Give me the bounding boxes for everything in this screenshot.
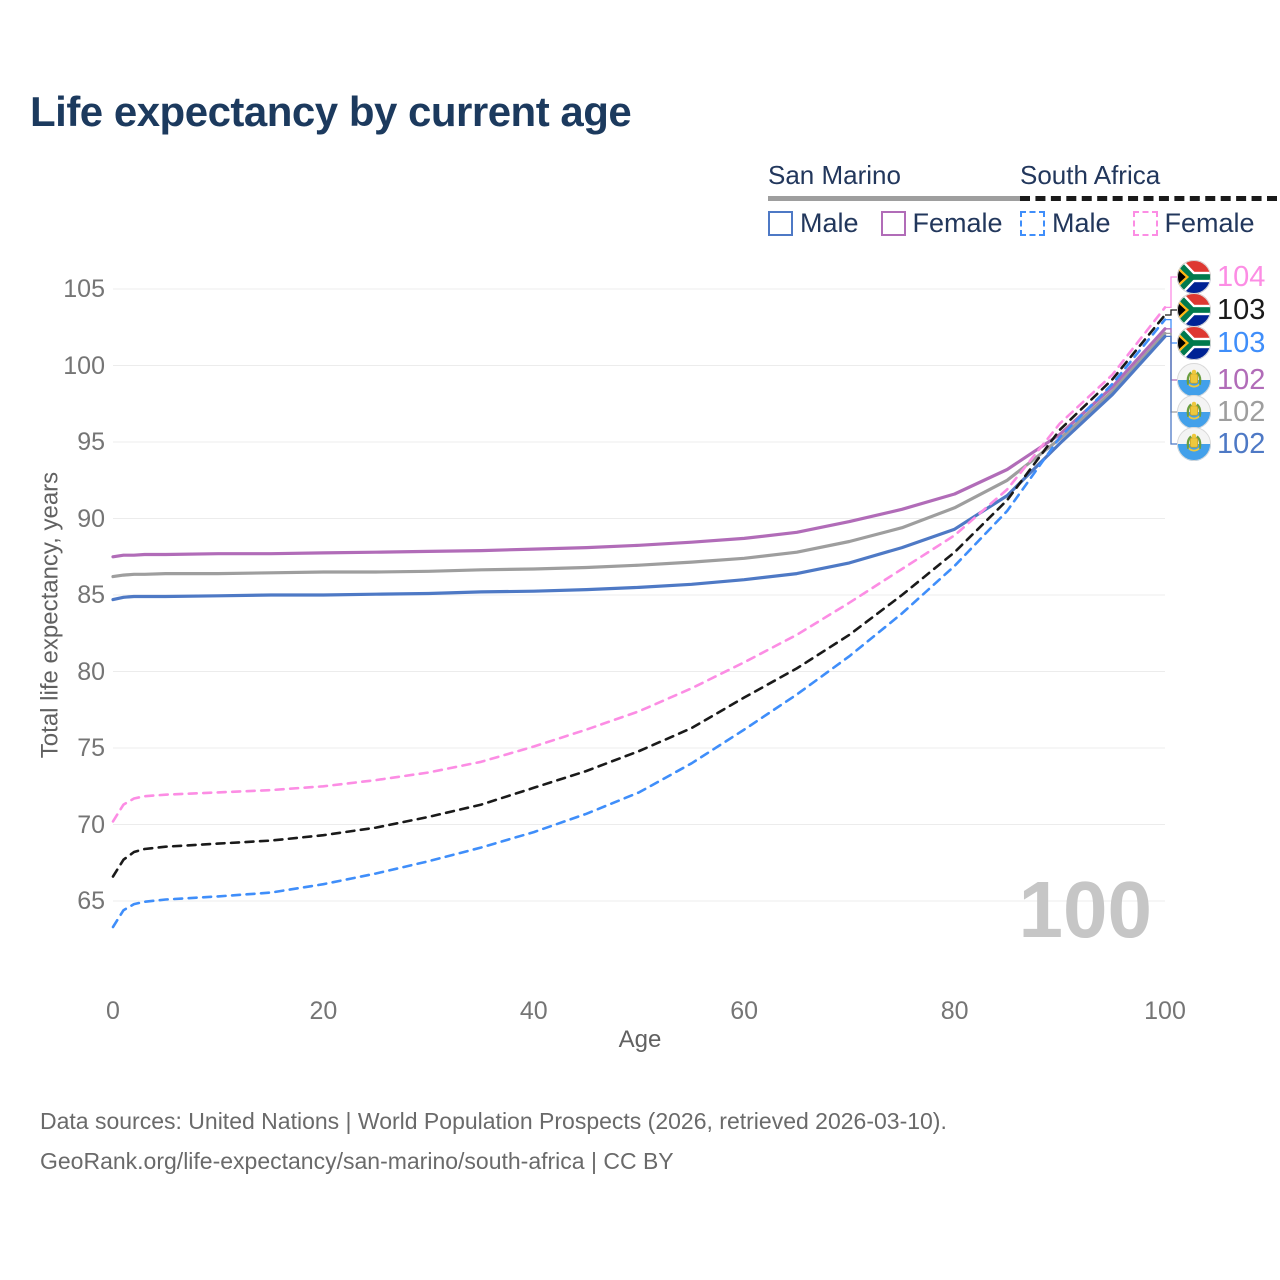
south-africa-flag-icon xyxy=(1177,293,1211,327)
x-axis-title: Age xyxy=(618,1026,662,1053)
san-marino-flag-icon xyxy=(1177,395,1211,429)
end-label-value-south-africa-male: 103 xyxy=(1217,326,1266,359)
y-tick-label-85: 85 xyxy=(77,581,105,609)
legend-group-san-marino: San Marino Male Female xyxy=(768,160,1025,239)
legend-header-san-marino[interactable]: San Marino xyxy=(768,160,901,190)
end-label-row-san-marino-male: 102 xyxy=(1177,427,1265,461)
leader-line-san-marino-male xyxy=(1165,335,1177,445)
x-tick-label-0: 0 xyxy=(106,997,120,1025)
y-tick-label-105: 105 xyxy=(63,275,105,303)
legend-swatch-san-marino-male[interactable] xyxy=(768,211,793,236)
legend-swatch-south-africa-female[interactable] xyxy=(1132,211,1158,236)
legend-swatch-san-marino-female[interactable] xyxy=(880,211,906,236)
y-tick-label-75: 75 xyxy=(77,734,105,762)
x-tick-label-40: 40 xyxy=(519,997,548,1025)
south-africa-flag-icon xyxy=(1177,260,1211,294)
legend-label-female: Female xyxy=(912,208,1003,238)
legend-group-south-africa: South Africa Male Female xyxy=(1020,160,1277,239)
south-africa-flag-icon xyxy=(1177,326,1211,360)
legend-label-male: Male xyxy=(800,208,859,238)
series-line-san-marino-male xyxy=(111,334,1167,602)
san-marino-flag-icon xyxy=(1177,363,1211,397)
san-marino-flag-icon xyxy=(1177,427,1211,461)
leader-line-south-africa-total xyxy=(1165,309,1177,316)
end-label-value-san-marino-total: 102 xyxy=(1217,395,1266,428)
end-label-value-san-marino-male: 102 xyxy=(1217,427,1266,460)
x-tick-label-60: 60 xyxy=(730,997,759,1025)
legend-label-male: Male xyxy=(1052,208,1111,238)
legend-item-san-marino-female[interactable]: Female xyxy=(880,208,1003,239)
chart-plot-area xyxy=(111,276,1177,929)
y-tick-label-100: 100 xyxy=(63,351,105,380)
y-tick-label-80: 80 xyxy=(77,657,105,686)
legend-item-south-africa-male[interactable]: Male xyxy=(1020,208,1111,239)
end-label-row-south-africa-female: 104 xyxy=(1177,260,1265,294)
legend-underline-san-marino xyxy=(768,196,1025,201)
series-line-san-marino-total xyxy=(111,331,1167,579)
chart-series xyxy=(111,306,1167,929)
legend-swatch-south-africa-male[interactable] xyxy=(1020,211,1045,236)
y-tick-label-65: 65 xyxy=(77,887,105,915)
x-tick-label-100: 100 xyxy=(1144,997,1186,1025)
end-label-value-south-africa-total: 103 xyxy=(1217,293,1266,326)
chart-title: Life expectancy by current age xyxy=(30,88,632,135)
end-label-value-san-marino-female: 102 xyxy=(1217,363,1266,396)
legend-label-female: Female xyxy=(1164,208,1255,238)
end-label-value-south-africa-female: 104 xyxy=(1217,260,1266,293)
end-label-row-south-africa-male: 103 xyxy=(1177,326,1265,360)
y-tick-label-90: 90 xyxy=(77,504,105,533)
y-tick-label-70: 70 xyxy=(77,810,105,839)
legend-underline-south-africa xyxy=(1020,196,1277,201)
end-label-leader-lines xyxy=(1165,276,1177,445)
x-tick-label-80: 80 xyxy=(940,997,969,1025)
end-label-row-san-marino-female: 102 xyxy=(1177,363,1265,397)
series-line-south-africa-female xyxy=(111,306,1167,823)
age-counter-watermark: 100 xyxy=(1018,865,1152,954)
x-tick-label-20: 20 xyxy=(309,997,338,1025)
attribution-link-text: GeoRank.org/life-expectancy/san-marino/s… xyxy=(40,1148,674,1174)
end-label-row-south-africa-total: 103 xyxy=(1177,293,1265,327)
y-tick-label-95: 95 xyxy=(77,428,105,456)
end-label-row-san-marino-total: 102 xyxy=(1177,395,1265,429)
series-line-south-africa-male xyxy=(111,318,1167,929)
legend-item-south-africa-female[interactable]: Female xyxy=(1132,208,1255,239)
legend-header-south-africa[interactable]: South Africa xyxy=(1020,160,1161,190)
y-axis-title: Total life expectancy, years xyxy=(36,471,64,759)
legend-item-san-marino-male[interactable]: Male xyxy=(768,208,859,239)
data-sources-text: Data sources: United Nations | World Pop… xyxy=(40,1108,947,1134)
series-line-san-marino-female xyxy=(111,327,1167,559)
series-line-south-africa-total xyxy=(111,313,1167,878)
leader-line-south-africa-female xyxy=(1165,276,1177,309)
